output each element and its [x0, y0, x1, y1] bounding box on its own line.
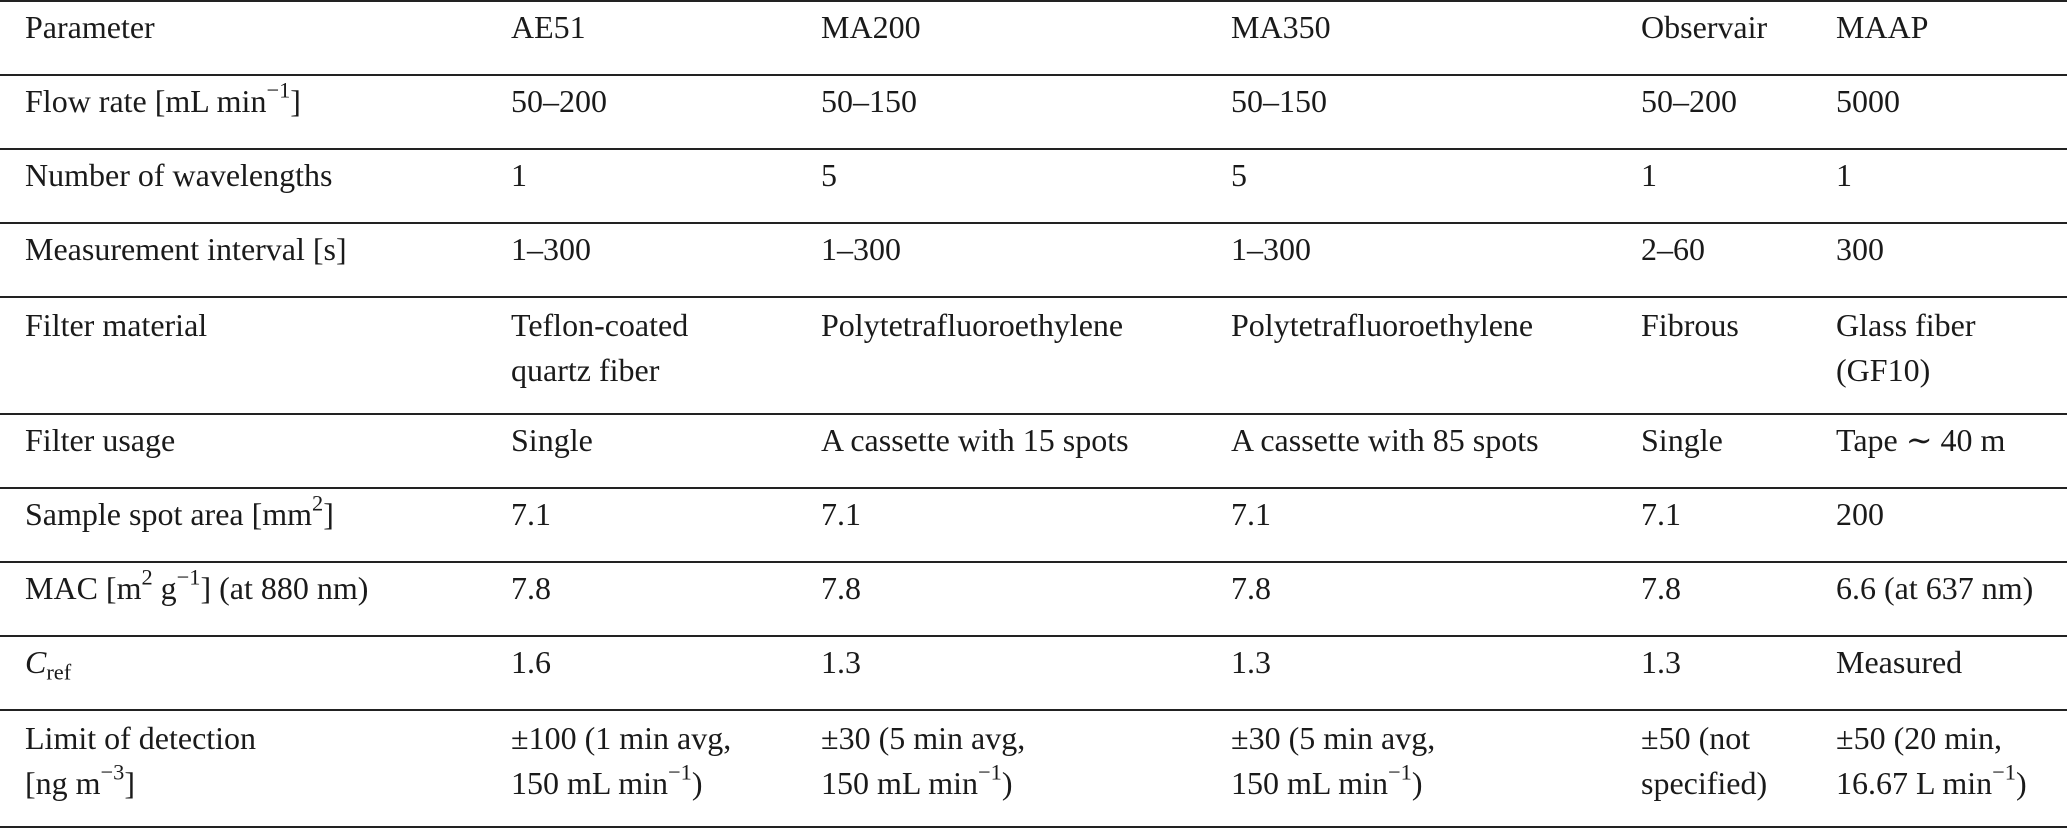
- table-cell: 7.1: [1206, 488, 1616, 563]
- table-cell: 1–300: [796, 223, 1206, 298]
- row-label-filter-usage: Filter usage: [0, 414, 486, 489]
- table-cell: 50–150: [1206, 75, 1616, 150]
- table-cell: ±50 (20 min, 16.67 L min−1): [1811, 710, 2067, 828]
- table-cell: Tape ∼ 40 m: [1811, 414, 2067, 489]
- row-label-flow-rate: Flow rate [mL min−1]: [0, 75, 486, 150]
- table-cell: 7.8: [796, 562, 1206, 637]
- column-header-maap: MAAP: [1811, 0, 2067, 76]
- table-cell: 1: [1616, 149, 1811, 224]
- table-row: MAC [m2 g−1] (at 880 nm) 7.8 7.8 7.8 7.8…: [0, 562, 2067, 637]
- table-row: Flow rate [mL min−1] 50–200 50–150 50–15…: [0, 75, 2067, 150]
- row-label-sample-spot-area: Sample spot area [mm2]: [0, 488, 486, 563]
- row-label-mac: MAC [m2 g−1] (at 880 nm): [0, 562, 486, 637]
- table-cell: Polytetrafluoroethylene: [1206, 297, 1616, 415]
- table-cell: 50–200: [486, 75, 796, 150]
- table-cell: 50–200: [1616, 75, 1811, 150]
- column-header-ma350: MA350: [1206, 0, 1616, 76]
- table-cell: Glass fiber (GF10): [1811, 297, 2067, 415]
- table-cell: Single: [1616, 414, 1811, 489]
- table-cell: 7.8: [486, 562, 796, 637]
- row-label-wavelengths: Number of wavelengths: [0, 149, 486, 224]
- column-header-ae51: AE51: [486, 0, 796, 76]
- table-cell: ±30 (5 min avg, 150 mL min−1): [796, 710, 1206, 828]
- table-row: Limit of detection [ng m−3] ±100 (1 min …: [0, 710, 2067, 828]
- table-cell: 2–60: [1616, 223, 1811, 298]
- table-cell: 200: [1811, 488, 2067, 563]
- table-cell: 1–300: [1206, 223, 1616, 298]
- table-cell: 5: [1206, 149, 1616, 224]
- table-cell: 5000: [1811, 75, 2067, 150]
- table-row: Filter material Teflon-coated quartz fib…: [0, 297, 2067, 415]
- row-label-filter-material: Filter material: [0, 297, 486, 415]
- table-cell: 1: [1811, 149, 2067, 224]
- table-cell: 7.8: [1206, 562, 1616, 637]
- table-cell: 7.1: [1616, 488, 1811, 563]
- table-cell: 1.3: [1206, 636, 1616, 711]
- table-cell: A cassette with 85 spots: [1206, 414, 1616, 489]
- table-cell: 50–150: [796, 75, 1206, 150]
- table-cell: 7.1: [486, 488, 796, 563]
- table-cell: 1–300: [486, 223, 796, 298]
- row-label-limit-of-detection: Limit of detection [ng m−3]: [0, 710, 486, 828]
- table-cell: Single: [486, 414, 796, 489]
- column-header-observair: Observair: [1616, 0, 1811, 76]
- table-cell: Fibrous: [1616, 297, 1811, 415]
- table-header-row: Parameter AE51 MA200 MA350 Observair MAA…: [0, 0, 2067, 76]
- table-row: Measurement interval [s] 1–300 1–300 1–3…: [0, 223, 2067, 298]
- table-cell: Polytetrafluoroethylene: [796, 297, 1206, 415]
- table-cell: Teflon-coated quartz fiber: [486, 297, 796, 415]
- table-cell: 1.6: [486, 636, 796, 711]
- table-cell: 300: [1811, 223, 2067, 298]
- table-cell: 1: [486, 149, 796, 224]
- table-row: Number of wavelengths 1 5 5 1 1: [0, 149, 2067, 224]
- table-cell: 1.3: [796, 636, 1206, 711]
- table-cell: ±30 (5 min avg, 150 mL min−1): [1206, 710, 1616, 828]
- column-header-ma200: MA200: [796, 0, 1206, 76]
- table-row: Filter usage Single A cassette with 15 s…: [0, 414, 2067, 489]
- table-cell: ±50 (not specified): [1616, 710, 1811, 828]
- table-cell: 1.3: [1616, 636, 1811, 711]
- table-cell: 6.6 (at 637 nm): [1811, 562, 2067, 637]
- table-cell: 7.8: [1616, 562, 1811, 637]
- column-header-parameter: Parameter: [0, 0, 486, 76]
- row-label-cref: Cref: [0, 636, 486, 711]
- table-cell: 5: [796, 149, 1206, 224]
- table-cell: Measured: [1811, 636, 2067, 711]
- row-label-measurement-interval: Measurement interval [s]: [0, 223, 486, 298]
- table-cell: A cassette with 15 spots: [796, 414, 1206, 489]
- table-row: Cref 1.6 1.3 1.3 1.3 Measured: [0, 636, 2067, 711]
- table-cell: 7.1: [796, 488, 1206, 563]
- table-row: Sample spot area [mm2] 7.1 7.1 7.1 7.1 2…: [0, 488, 2067, 563]
- table-cell: ±100 (1 min avg, 150 mL min−1): [486, 710, 796, 828]
